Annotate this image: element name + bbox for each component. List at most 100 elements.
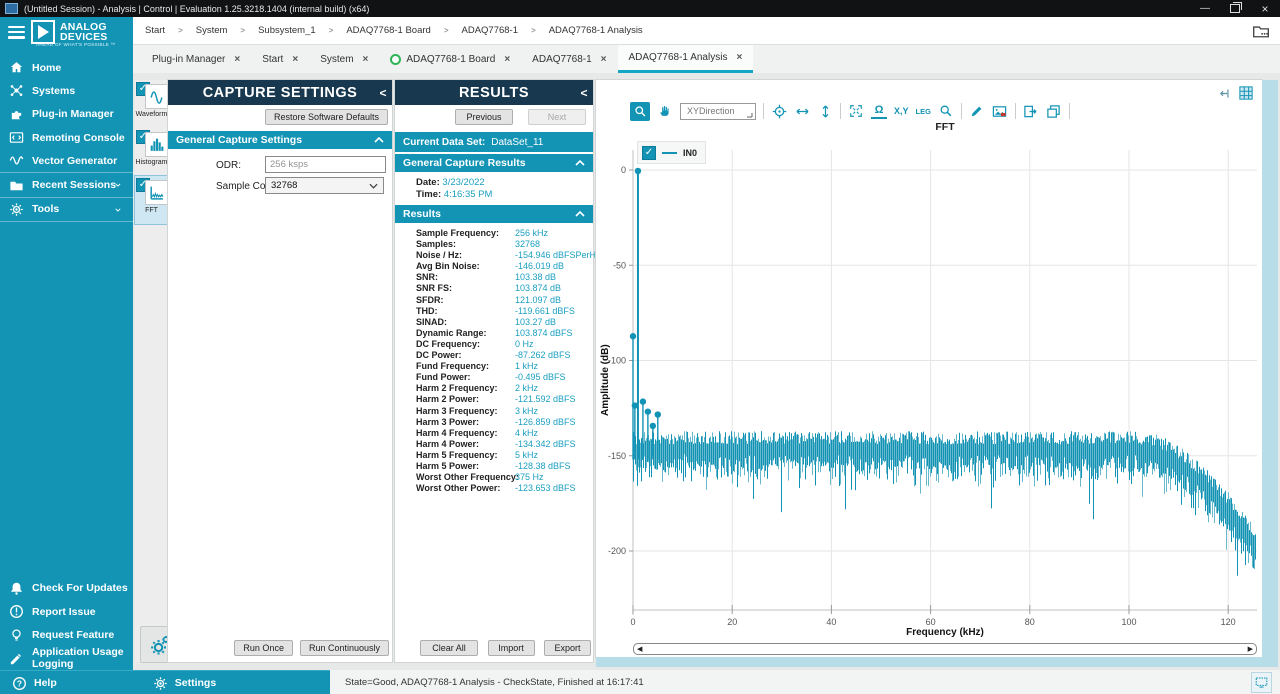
tab-close-icon[interactable]: × bbox=[736, 52, 743, 63]
breadcrumb-separator: > bbox=[443, 26, 449, 35]
pan-tool-button[interactable] bbox=[657, 103, 673, 119]
horizontal-scrollbar[interactable]: ◀ ▶ bbox=[633, 643, 1257, 655]
scroll-left-arrow[interactable]: ◀ bbox=[637, 646, 643, 653]
center-cursor-button[interactable] bbox=[771, 103, 787, 119]
tab-adaq7768-1-analysis[interactable]: ADAQ7768-1 Analysis × bbox=[617, 45, 754, 73]
general-capture-results-section[interactable]: General Capture Results bbox=[395, 154, 593, 172]
sidebar-item-check-for-updates[interactable]: Check For Updates bbox=[0, 577, 133, 600]
resize-corner-icon bbox=[747, 112, 753, 118]
tab-close-icon[interactable]: × bbox=[362, 53, 369, 65]
xy-coordinates-toggle[interactable]: X,Y bbox=[894, 106, 909, 116]
collapse-panel-button[interactable] bbox=[1217, 85, 1233, 101]
close-button[interactable]: × bbox=[1261, 1, 1269, 16]
help-button[interactable]: ? Help bbox=[12, 676, 57, 691]
result-row: SNR: 103.38 dB bbox=[395, 272, 593, 283]
fit-all-button[interactable] bbox=[848, 103, 864, 119]
result-value: 121.097 dB bbox=[515, 294, 562, 305]
menu-hamburger-icon[interactable] bbox=[8, 25, 25, 39]
sidebar-item-remoting-console[interactable]: Remoting Console bbox=[0, 126, 133, 149]
result-value: -128.38 dBFS bbox=[515, 460, 571, 471]
result-label: Harm 5 Power: bbox=[416, 460, 480, 471]
next-button[interactable]: Next bbox=[528, 109, 586, 125]
xy-direction-select[interactable]: XYDirection bbox=[680, 102, 756, 120]
results-section[interactable]: Results bbox=[395, 205, 593, 223]
capture-settings-title: CAPTURE SETTINGS bbox=[202, 84, 358, 101]
sidebar-item-tools[interactable]: Tools bbox=[0, 196, 133, 223]
run-continuously-button[interactable]: Run Continuously bbox=[299, 640, 389, 656]
import-button[interactable]: Import bbox=[487, 640, 535, 656]
analysis-tool-strip: Waveform Histogram FFT bbox=[134, 80, 169, 662]
view-toggle-waveform[interactable]: Waveform bbox=[135, 80, 168, 128]
results-header: RESULTS < bbox=[395, 80, 593, 105]
view-toggle-histogram[interactable]: Histogram bbox=[135, 128, 168, 176]
help-label: Help bbox=[34, 677, 57, 689]
magnify-button[interactable] bbox=[938, 103, 954, 119]
annotate-button[interactable] bbox=[969, 103, 985, 119]
general-capture-settings-section[interactable]: General Capture Settings bbox=[168, 131, 392, 149]
minimize-button[interactable]: — bbox=[1200, 3, 1210, 14]
zoom-tool-button[interactable] bbox=[630, 101, 650, 121]
previous-button[interactable]: Previous bbox=[455, 109, 513, 125]
breadcrumb-item[interactable]: Start bbox=[145, 25, 166, 36]
breadcrumb-item[interactable]: Subsystem_1 bbox=[258, 25, 316, 36]
breadcrumb-item[interactable]: ADAQ7768-1 Board bbox=[346, 25, 431, 36]
restore-button[interactable] bbox=[1220, 0, 1250, 17]
dock-arrow-icon bbox=[1219, 88, 1229, 98]
scroll-right-arrow[interactable]: ▶ bbox=[1247, 646, 1253, 653]
tab-close-icon[interactable]: × bbox=[600, 53, 607, 65]
result-row: THD: -119.661 dBFS bbox=[395, 306, 593, 317]
export-chart-button[interactable] bbox=[1023, 103, 1039, 119]
svg-text:?: ? bbox=[17, 678, 22, 688]
copy-chart-button[interactable] bbox=[1046, 103, 1062, 119]
breadcrumb-item[interactable]: ADAQ7768-1 Analysis bbox=[548, 25, 643, 36]
breadcrumb-item[interactable]: ADAQ7768-1 bbox=[461, 25, 519, 36]
sidebar-item-systems[interactable]: Systems bbox=[0, 79, 133, 102]
result-label: Worst Other Power: bbox=[416, 483, 501, 494]
sidebar-item-request-feature[interactable]: Request Feature bbox=[0, 623, 133, 646]
collapse-left-icon[interactable]: < bbox=[580, 85, 588, 100]
results-list: Sample Frequency: 256 kHz Samples: 32768 Noi… bbox=[395, 228, 601, 494]
odr-input[interactable] bbox=[265, 156, 386, 173]
tab-system[interactable]: System × bbox=[309, 45, 379, 73]
tab-start[interactable]: Start × bbox=[251, 45, 309, 73]
grid-view-button[interactable] bbox=[1238, 85, 1254, 101]
fit-vertical-button[interactable] bbox=[817, 103, 833, 119]
tab-adaq7768-1[interactable]: ADAQ7768-1 × bbox=[521, 45, 617, 73]
sidebar-item-vector-generator[interactable]: Vector Generator bbox=[0, 149, 133, 172]
svg-text:0: 0 bbox=[621, 165, 626, 175]
result-row: Worst Other Power: -123.653 dBFS bbox=[395, 483, 593, 494]
tab-adaq7768-1-board[interactable]: ADAQ7768-1 Board × bbox=[379, 45, 521, 73]
clear-all-button[interactable]: Clear All bbox=[420, 640, 478, 656]
screenshot-button[interactable] bbox=[1251, 672, 1272, 693]
legend-toggle[interactable]: LEG bbox=[915, 106, 931, 116]
restore-defaults-button[interactable]: Restore Software Defaults bbox=[264, 109, 388, 125]
view-toggle-fft[interactable]: FFT bbox=[134, 175, 169, 225]
result-row: Harm 4 Frequency: 4 kHz bbox=[395, 428, 593, 439]
tab-close-icon[interactable]: × bbox=[504, 53, 511, 65]
session-folder-icon[interactable] bbox=[1252, 22, 1270, 40]
fit-horizontal-button[interactable] bbox=[794, 103, 810, 119]
sample-count-select[interactable]: 32768 bbox=[265, 177, 384, 194]
home-icon bbox=[9, 60, 24, 75]
export-button[interactable]: Export bbox=[544, 640, 591, 656]
tab-close-icon[interactable]: × bbox=[292, 53, 299, 65]
sidebar-item-recent-sessions[interactable]: Recent Sessions bbox=[0, 172, 133, 196]
breadcrumb-item[interactable]: System bbox=[195, 25, 228, 36]
plot-area[interactable]: 0 -50 -100 -150 -200 0 20 40 60 80 100 120 bbox=[596, 80, 1262, 657]
run-once-button[interactable]: Run Once bbox=[234, 640, 293, 656]
collapse-left-icon[interactable]: < bbox=[379, 85, 387, 100]
undo-zoom-button[interactable]: Ω bbox=[871, 103, 887, 119]
settings-button[interactable]: Settings bbox=[153, 676, 216, 691]
date-row: Date: 3/23/2022 bbox=[416, 177, 485, 188]
sidebar-item-report-issue[interactable]: Report Issue bbox=[0, 600, 133, 623]
result-value: 0 Hz bbox=[515, 338, 534, 349]
legend-checkbox[interactable] bbox=[642, 145, 656, 160]
sidebar-item-plug-in-manager[interactable]: Plug-in Manager bbox=[0, 103, 133, 126]
capture-settings-header: CAPTURE SETTINGS < bbox=[168, 80, 392, 105]
tab-close-icon[interactable]: × bbox=[234, 53, 241, 65]
sidebar-item-application-usage-logging[interactable]: Application Usage Logging bbox=[0, 646, 133, 670]
snapshot-button[interactable] bbox=[992, 103, 1008, 119]
sidebar-item-home[interactable]: Home bbox=[0, 56, 133, 79]
tab-plug-in-manager[interactable]: Plug-in Manager × bbox=[141, 45, 251, 73]
magnifier-icon bbox=[940, 105, 952, 117]
